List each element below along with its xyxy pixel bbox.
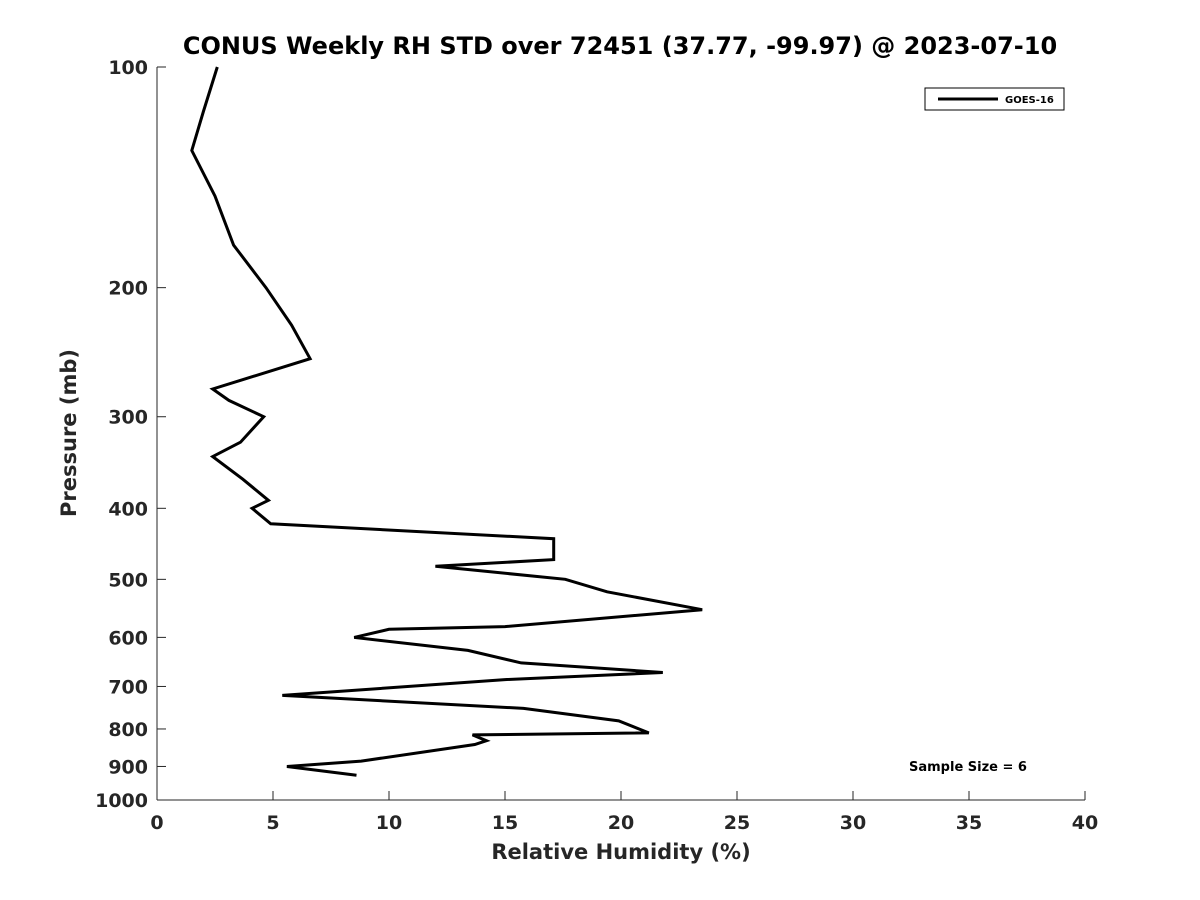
x-tick-label: 10 (376, 812, 402, 834)
y-tick-label: 600 (108, 627, 148, 649)
plot-area (157, 67, 1085, 800)
x-tick-label: 40 (1072, 812, 1098, 834)
x-tick-label: 20 (608, 812, 634, 834)
y-tick-label: 800 (108, 719, 148, 741)
axes: 0 5 10 15 20 25 30 35 40 100 200 300 400 500 600 700 800… (95, 57, 1098, 834)
x-tick-label: 5 (266, 812, 279, 834)
chart-title: CONUS Weekly RH STD over 72451 (37.77, -… (183, 32, 1057, 60)
legend: GOES-16 (924, 87, 1065, 111)
y-axis-label: Pressure (mb) (57, 349, 81, 517)
series-line-goes-16 (190, 66, 703, 777)
y-tick-label: 1000 (95, 790, 148, 812)
y-tick-label: 500 (108, 569, 148, 591)
x-tick-label: 25 (724, 812, 750, 834)
x-tick-label: 35 (956, 812, 982, 834)
x-tick-label: 15 (492, 812, 518, 834)
sample-size-annotation: Sample Size = 6 (909, 760, 1027, 775)
y-tick-label: 700 (108, 676, 148, 698)
x-axis-label: Relative Humidity (%) (491, 840, 750, 864)
legend-label-goes-16: GOES-16 (1005, 95, 1054, 106)
y-tick-label: 900 (108, 756, 148, 778)
y-tick-label: 400 (108, 498, 148, 520)
y-tick-label: 300 (108, 407, 148, 429)
x-tick-label: 30 (840, 812, 866, 834)
x-tick-label: 0 (150, 812, 163, 834)
y-tick-label: 200 (108, 278, 148, 300)
y-tick-label: 100 (108, 57, 148, 79)
